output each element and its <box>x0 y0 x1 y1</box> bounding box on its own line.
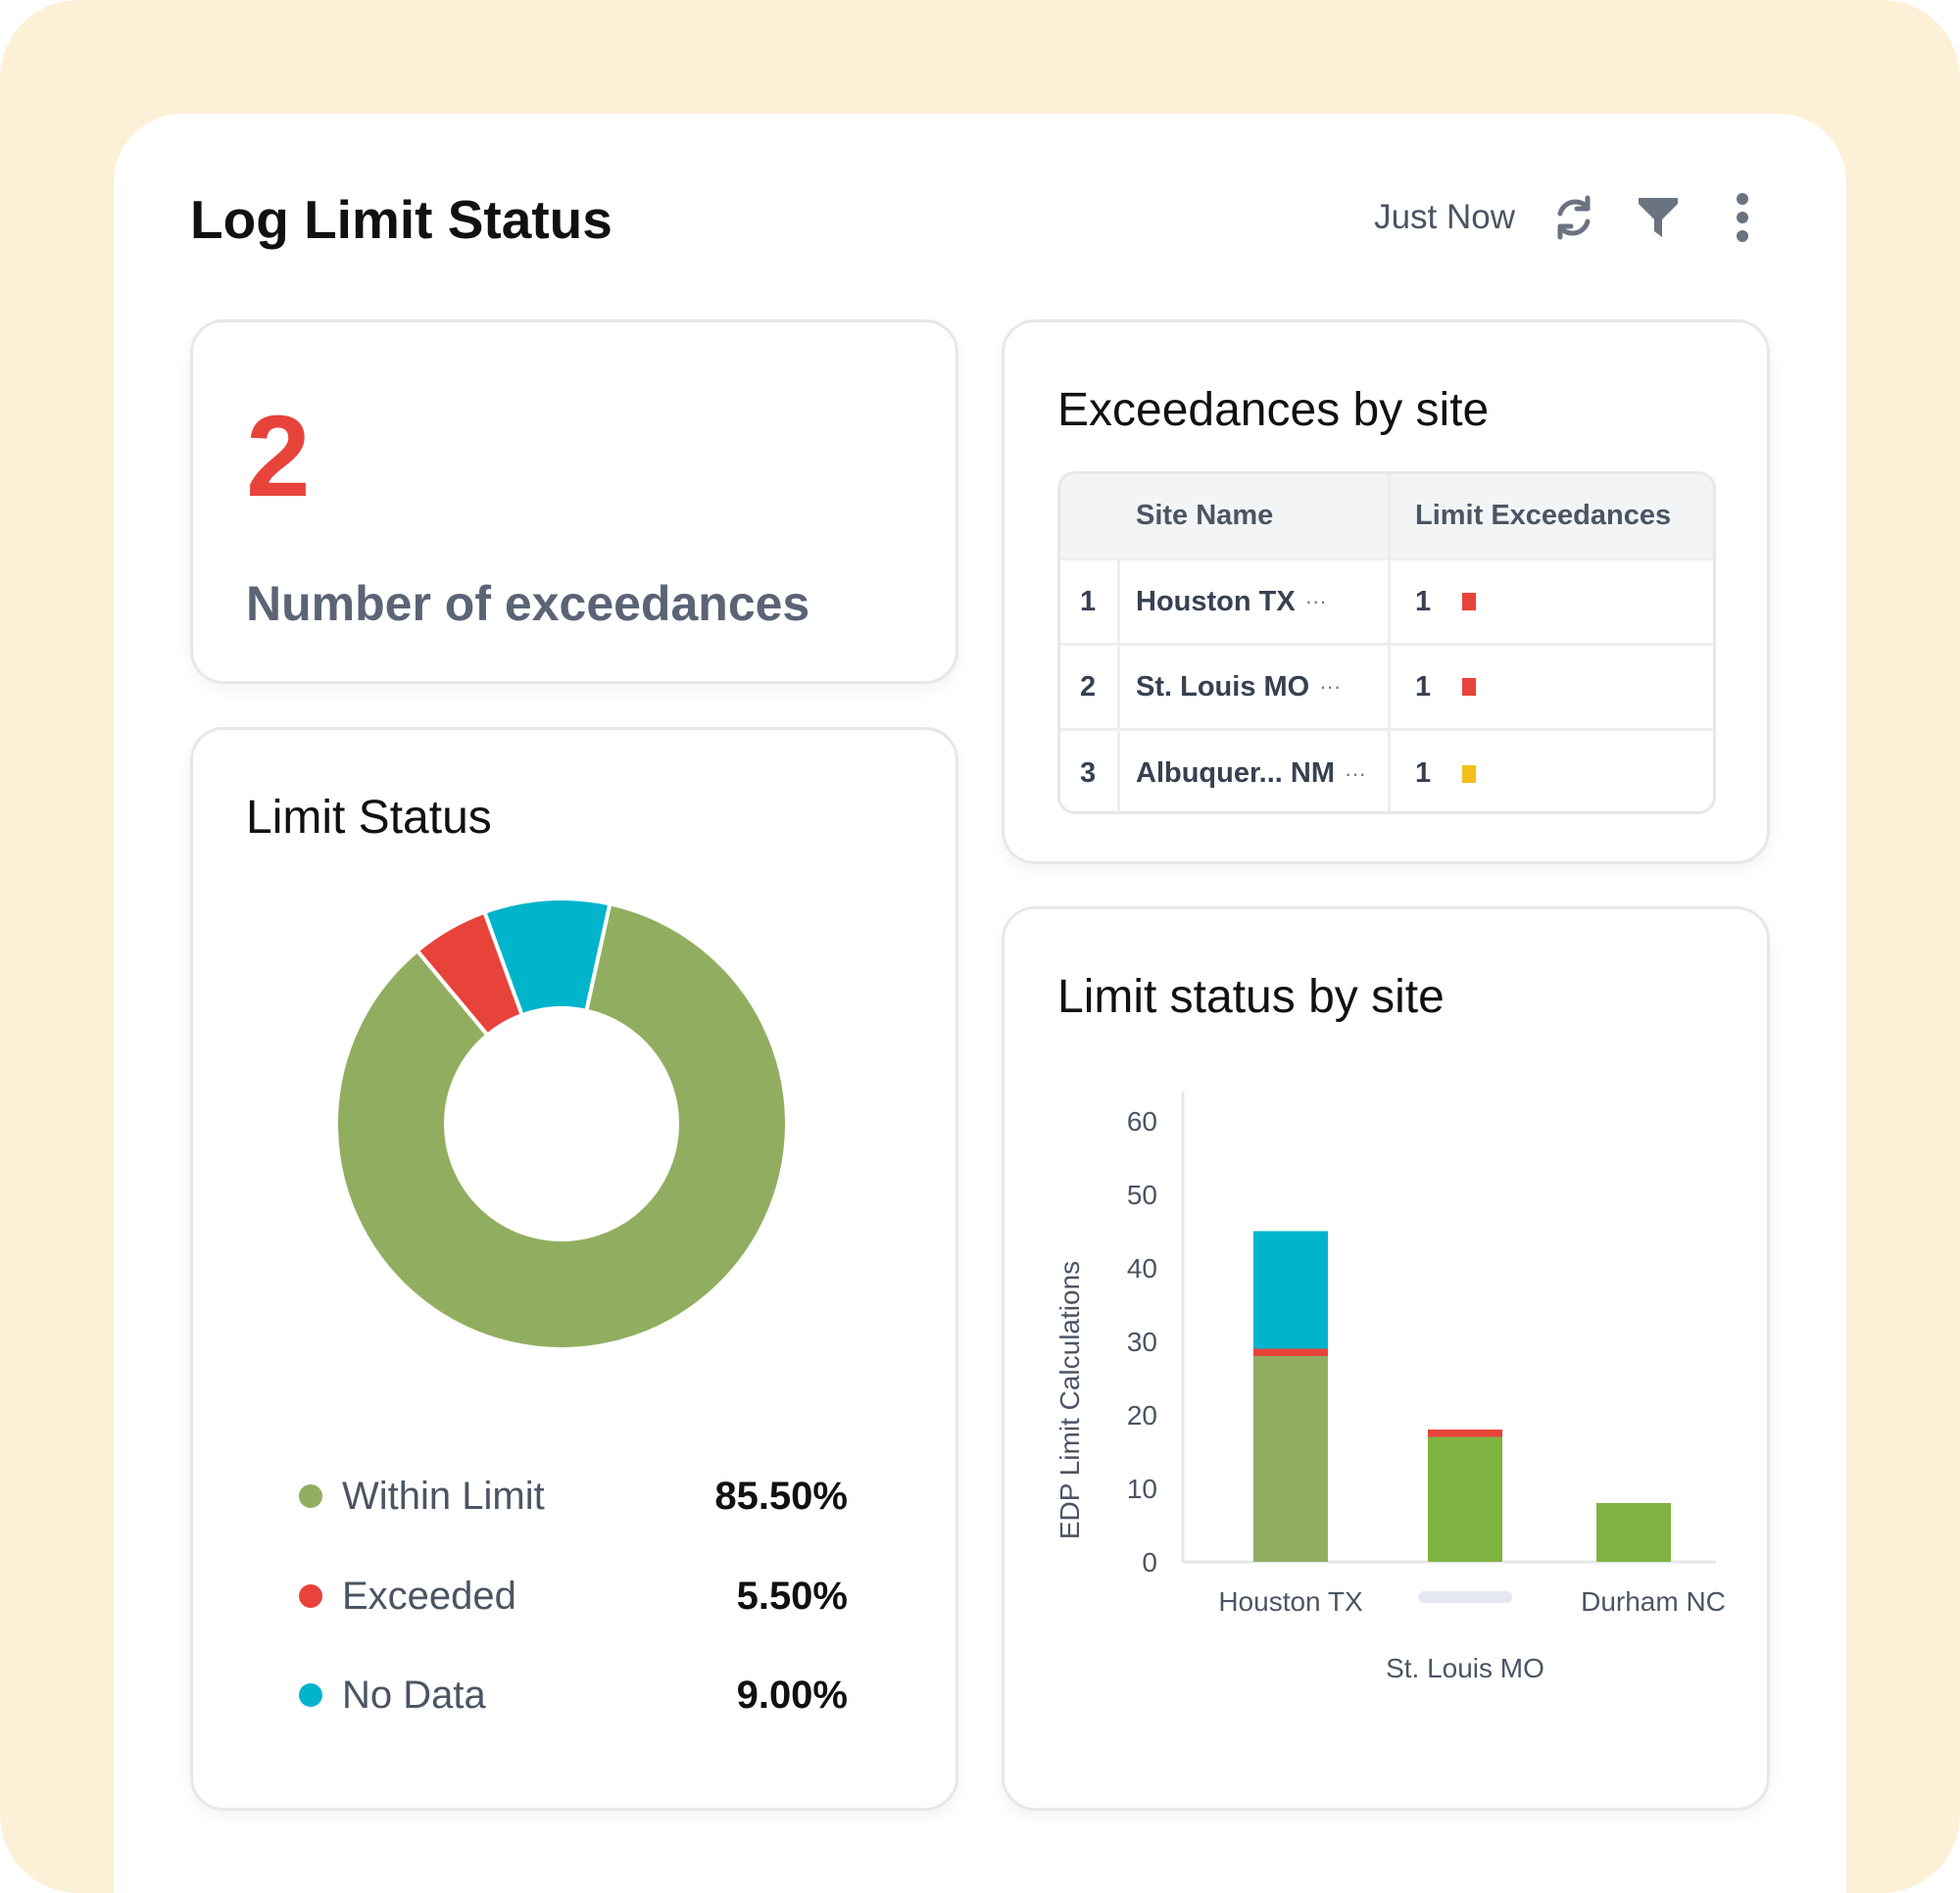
bar-segment-houston-tx[interactable] <box>1253 1348 1328 1357</box>
scroll-indicator[interactable] <box>1418 1591 1512 1603</box>
bar-segment-houston-tx[interactable] <box>1253 1356 1328 1562</box>
legend-label: Within Limit <box>342 1474 545 1518</box>
more-vertical-icon[interactable] <box>1717 192 1768 243</box>
site-name-cell: St. Louis MO ··· <box>1136 646 1341 728</box>
refresh-icon[interactable] <box>1548 192 1599 243</box>
y-tick-label: 30 <box>1127 1327 1157 1357</box>
legend-dot <box>299 1584 322 1608</box>
table-row[interactable]: 3 Albuquer... NM ··· 1 <box>1060 731 1713 811</box>
bar-segment-st-louis-mo[interactable] <box>1428 1430 1502 1437</box>
legend-item-exceeded: Exceeded 5.50% <box>299 1567 848 1626</box>
legend-dot <box>299 1683 322 1707</box>
bar-segment-durham-nc[interactable] <box>1596 1503 1671 1562</box>
row-index: 2 <box>1080 670 1097 703</box>
limit-status-by-site-card: Limit status by site 0 10 20 30 40 50 60 EDP Li… <box>1002 906 1770 1811</box>
site-name-cell: Albuquer... NM ··· <box>1136 731 1366 811</box>
exceedance-count-card: 2 Number of exceedances <box>190 319 958 684</box>
legend-item-within-limit: Within Limit 85.50% <box>299 1467 848 1526</box>
exceedance-count-label: Number of exceedances <box>246 576 810 631</box>
limit-status-title: Limit Status <box>246 792 492 844</box>
x-tick-label: St. Louis MO <box>1386 1653 1544 1683</box>
legend-item-no-data: No Data 9.00% <box>299 1666 848 1724</box>
site-name: St. Louis MO <box>1136 670 1310 703</box>
x-tick-label: Houston TX <box>1218 1586 1363 1617</box>
column-divider <box>1117 560 1120 811</box>
y-tick-label: 60 <box>1127 1106 1157 1137</box>
row-index: 1 <box>1080 585 1097 617</box>
legend-percentage: 85.50% <box>714 1474 848 1518</box>
status-flag-icon <box>1462 764 1477 783</box>
filter-icon[interactable] <box>1633 192 1684 243</box>
y-tick-label: 10 <box>1127 1474 1157 1504</box>
x-tick-label: Durham NC <box>1581 1586 1726 1617</box>
legend-label: Exceeded <box>342 1574 516 1618</box>
exceedances-table-title: Exceedances by site <box>1057 384 1490 436</box>
limit-status-card: Limit Status Within Limit 85.50% Exceede… <box>190 727 958 1811</box>
exceedance-count: 1 <box>1415 670 1432 703</box>
legend-label: No Data <box>342 1673 486 1717</box>
column-header-site[interactable]: Site Name <box>1136 500 1274 531</box>
exceedances-table: Site Name Limit Exceedances 1 Houston TX… <box>1057 471 1716 814</box>
page-title: Log Limit Status <box>190 189 612 250</box>
status-flag-icon <box>1462 678 1477 696</box>
y-tick-label: 50 <box>1127 1180 1157 1210</box>
header-toolbar: Just Now <box>1374 186 1768 249</box>
site-name: Houston TX <box>1136 585 1296 617</box>
site-name-cell: Houston TX ··· <box>1136 560 1327 643</box>
legend-percentage: 5.50% <box>736 1574 848 1618</box>
bar-segment-st-louis-mo[interactable] <box>1428 1436 1502 1563</box>
last-refreshed-label: Just Now <box>1374 198 1515 236</box>
ellipsis-icon[interactable]: ··· <box>1304 589 1327 613</box>
legend-dot <box>299 1484 322 1508</box>
bar-segment-houston-tx[interactable] <box>1253 1231 1328 1349</box>
limit-status-bar-chart: 0 10 20 30 40 50 60 EDP Limit Calculations Houst… <box>1054 1092 1726 1683</box>
table-row[interactable]: 2 St. Louis MO ··· 1 <box>1060 646 1713 731</box>
donut-slice-exceeded[interactable] <box>414 909 525 1039</box>
site-name: Albuquer... NM <box>1136 757 1335 789</box>
bar-chart-title: Limit status by site <box>1057 971 1445 1023</box>
column-header-exceedances[interactable]: Limit Exceedances <box>1415 500 1672 531</box>
table-row[interactable]: 1 Houston TX ··· 1 <box>1060 560 1713 646</box>
donut-slice-within-limit[interactable] <box>334 900 789 1351</box>
y-tick-label: 20 <box>1127 1400 1157 1431</box>
legend-percentage: 9.00% <box>736 1673 848 1717</box>
exceedances-by-site-card: Exceedances by site Site Name Limit Exce… <box>1002 319 1770 864</box>
limit-status-donut-chart <box>334 897 789 1351</box>
y-axis-label: EDP Limit Calculations <box>1054 1261 1085 1539</box>
table-header-row: Site Name Limit Exceedances <box>1060 474 1713 560</box>
exceedance-cell: 1 <box>1415 560 1477 643</box>
ellipsis-icon[interactable]: ··· <box>1319 674 1342 699</box>
exceedance-cell: 1 <box>1415 646 1477 728</box>
y-tick-label: 40 <box>1127 1253 1157 1284</box>
exceedance-count-value: 2 <box>246 392 311 521</box>
status-flag-icon <box>1462 593 1477 610</box>
row-index: 3 <box>1080 757 1097 789</box>
exceedance-cell: 1 <box>1415 731 1477 811</box>
ellipsis-icon[interactable]: ··· <box>1345 760 1366 786</box>
exceedance-count: 1 <box>1415 585 1432 617</box>
exceedance-count: 1 <box>1415 757 1432 789</box>
column-divider <box>1388 474 1391 811</box>
y-tick-label: 0 <box>1142 1547 1157 1578</box>
